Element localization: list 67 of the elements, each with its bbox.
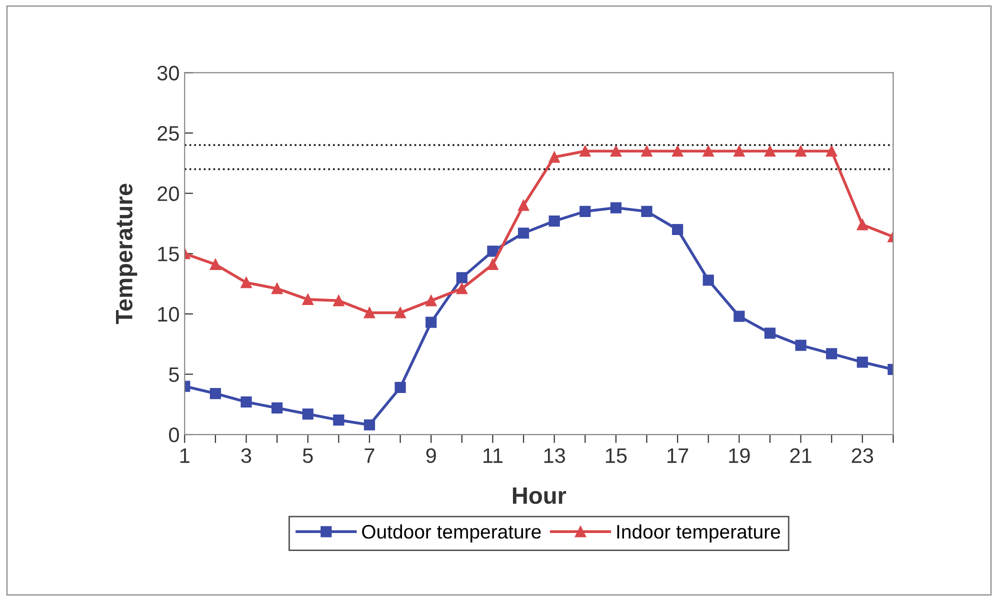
x-tick-label: 15 — [606, 448, 627, 464]
point — [826, 348, 838, 360]
y-axis-title: Temperature — [116, 184, 138, 324]
point — [548, 152, 560, 163]
x-tick-label: 19 — [729, 448, 750, 464]
point — [580, 206, 591, 217]
point — [826, 146, 838, 157]
legend-label: Indoor temperature — [617, 524, 780, 543]
x-tick-label: 21 — [790, 448, 812, 463]
y-tick-label: 0 — [168, 428, 179, 442]
point — [548, 216, 560, 227]
point — [240, 396, 252, 408]
point — [272, 283, 283, 294]
point — [487, 246, 498, 257]
y-tick-label: 10 — [158, 306, 179, 322]
point — [302, 408, 314, 420]
point — [394, 382, 406, 394]
point — [456, 272, 468, 284]
point — [240, 277, 252, 288]
point — [672, 224, 684, 236]
point — [764, 328, 776, 339]
point — [641, 146, 652, 157]
point — [426, 295, 437, 306]
point — [394, 307, 406, 318]
y-tick-label: 20 — [158, 186, 179, 202]
point — [856, 219, 868, 230]
y-tick-label: 30 — [157, 66, 179, 80]
point — [302, 294, 314, 306]
point — [333, 414, 344, 426]
point — [610, 146, 622, 157]
y-tick-label: 15 — [158, 246, 179, 262]
x-tick-label: 23 — [852, 448, 874, 464]
point — [610, 202, 622, 214]
point — [702, 274, 714, 286]
point — [795, 340, 806, 351]
point — [364, 307, 376, 318]
x-tick-label: 1 — [180, 448, 190, 463]
point — [764, 146, 776, 157]
point — [426, 316, 437, 328]
x-tick-label: 7 — [364, 448, 374, 463]
point — [456, 283, 468, 294]
point — [210, 258, 221, 270]
point — [856, 356, 868, 368]
x-tick-label: 17 — [668, 448, 688, 463]
point — [364, 419, 376, 430]
point — [487, 258, 498, 270]
point — [518, 200, 530, 211]
x-tick-label: 3 — [241, 448, 252, 464]
x-tick-label: 9 — [426, 448, 436, 464]
point — [702, 146, 714, 157]
point — [333, 295, 344, 306]
point — [672, 146, 684, 157]
x-tick-label: 13 — [544, 448, 565, 464]
point — [518, 228, 530, 239]
y-tick-label: 5 — [169, 367, 179, 382]
point — [210, 388, 221, 400]
point — [734, 310, 745, 322]
point — [580, 146, 591, 157]
y-tick-label: 25 — [158, 126, 179, 141]
point — [272, 402, 283, 414]
point — [641, 206, 652, 217]
x-axis-title: Hour — [512, 487, 566, 504]
point — [734, 146, 745, 157]
point — [795, 146, 806, 157]
x-tick-label: 11 — [483, 448, 503, 463]
legend-label: Outdoor temperature — [362, 524, 541, 543]
x-tick-label: 5 — [302, 448, 313, 464]
